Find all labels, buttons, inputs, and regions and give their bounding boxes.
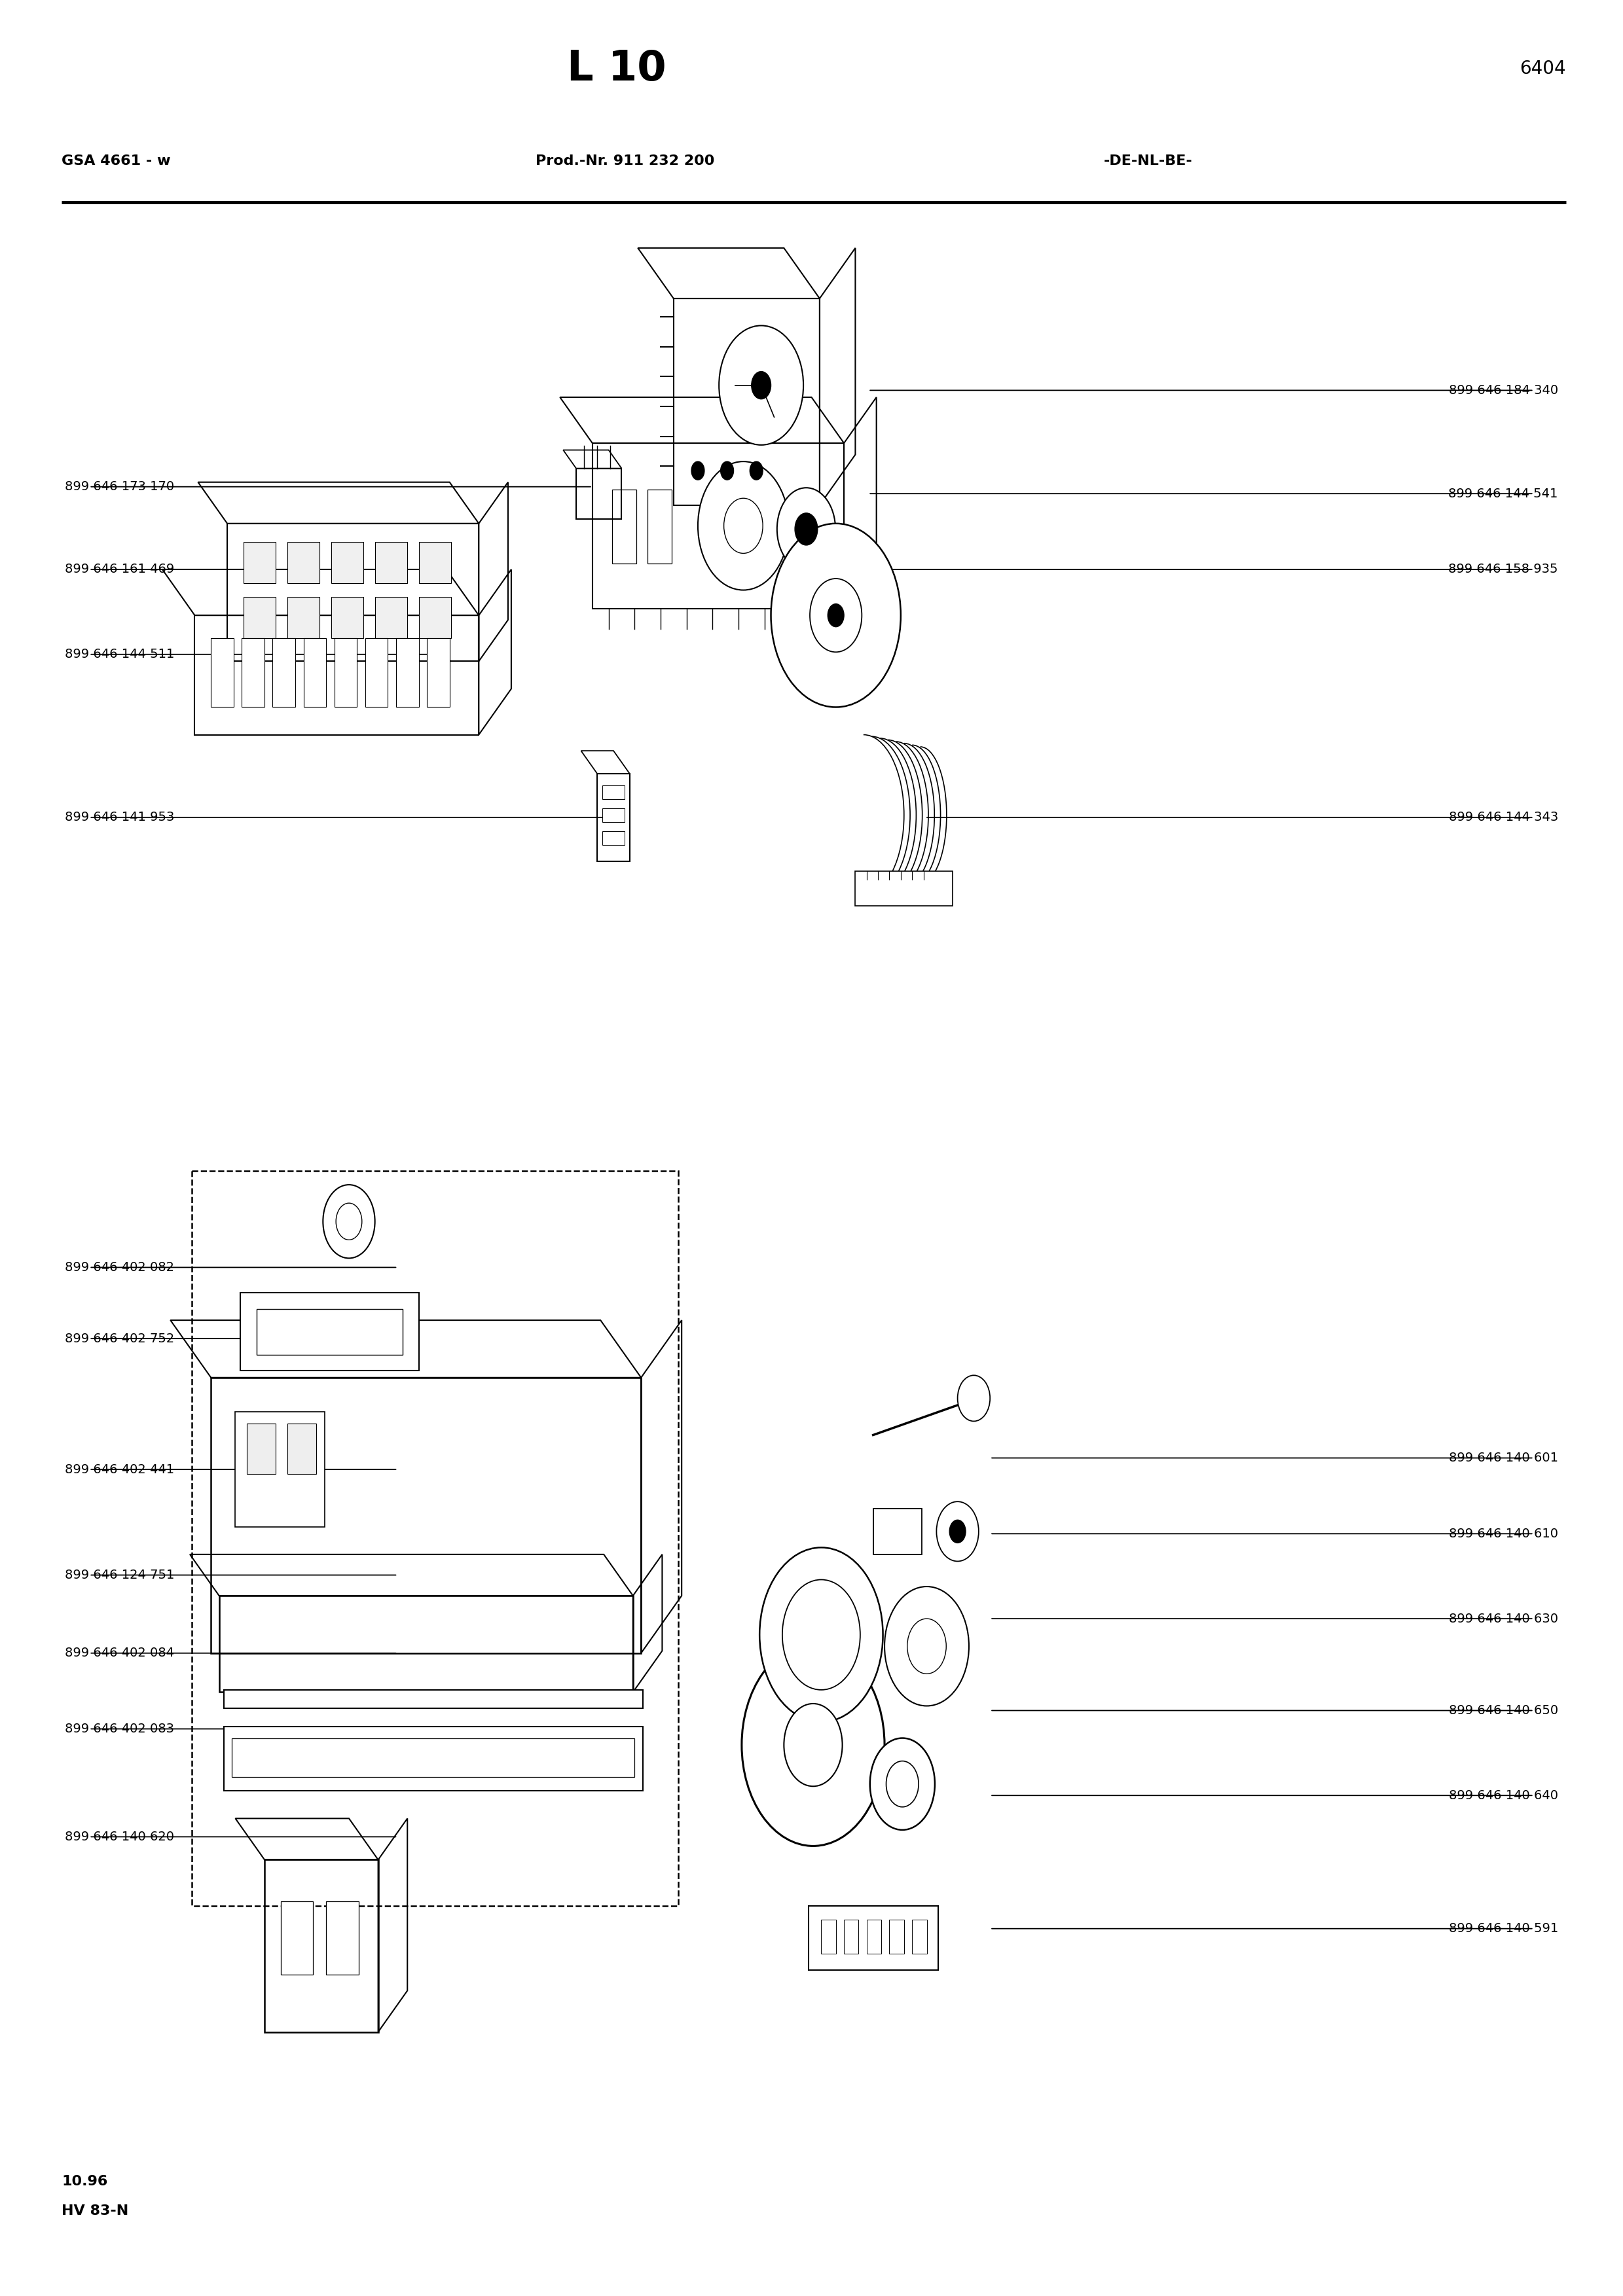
Bar [304, 638, 326, 707]
Circle shape [771, 523, 901, 707]
Text: 899 646 144 541: 899 646 144 541 [1448, 487, 1558, 501]
Bar [821, 1919, 836, 1954]
Bar [808, 1906, 938, 1970]
Bar [602, 831, 625, 845]
Circle shape [698, 461, 789, 590]
Bar [247, 1424, 276, 1474]
Circle shape [828, 604, 844, 627]
Bar [281, 1901, 313, 1975]
Bar [235, 1412, 325, 1527]
Text: 899 646 158 935: 899 646 158 935 [1448, 563, 1558, 576]
Circle shape [886, 1761, 919, 1807]
Circle shape [795, 512, 818, 544]
Bar [602, 785, 625, 799]
Circle shape [750, 461, 763, 480]
Bar [240, 1293, 419, 1371]
Bar [873, 1508, 922, 1554]
Bar [648, 489, 672, 565]
Text: L 10: L 10 [566, 48, 667, 90]
Circle shape [721, 461, 734, 480]
Circle shape [870, 1738, 935, 1830]
Circle shape [323, 1185, 375, 1258]
Circle shape [782, 1580, 860, 1690]
Circle shape [751, 372, 771, 400]
Bar [396, 638, 419, 707]
Circle shape [742, 1644, 885, 1846]
Text: 6404: 6404 [1521, 60, 1566, 78]
Bar [375, 542, 407, 583]
Circle shape [936, 1502, 979, 1561]
Circle shape [784, 1704, 842, 1786]
Text: 10.96: 10.96 [62, 2174, 107, 2188]
Text: 899 646 140 630: 899 646 140 630 [1449, 1612, 1558, 1626]
Bar [867, 1919, 881, 1954]
Text: 899 646 402 752: 899 646 402 752 [65, 1332, 174, 1345]
Bar [419, 597, 451, 638]
Bar [912, 1919, 927, 1954]
Circle shape [810, 579, 862, 652]
Circle shape [885, 1587, 969, 1706]
Bar [602, 808, 625, 822]
Circle shape [760, 1548, 883, 1722]
Text: HV 83-N: HV 83-N [62, 2204, 128, 2218]
Text: 899 646 402 084: 899 646 402 084 [65, 1646, 174, 1660]
Bar [224, 1690, 643, 1708]
Bar [419, 542, 451, 583]
Circle shape [724, 498, 763, 553]
Bar [242, 638, 265, 707]
Text: 899 646 140 601: 899 646 140 601 [1449, 1451, 1558, 1465]
Text: 899 646 140 640: 899 646 140 640 [1449, 1789, 1558, 1802]
Text: 899 646 402 082: 899 646 402 082 [65, 1261, 174, 1274]
Circle shape [777, 487, 836, 569]
Bar [331, 542, 364, 583]
Bar [232, 1738, 635, 1777]
Text: 899 646 184 340: 899 646 184 340 [1449, 383, 1558, 397]
Text: 899 646 141 953: 899 646 141 953 [65, 810, 175, 824]
Text: 899 646 161 469: 899 646 161 469 [65, 563, 174, 576]
Bar [331, 597, 364, 638]
Bar [855, 870, 953, 905]
Bar [326, 1901, 359, 1975]
Bar [365, 638, 388, 707]
Text: 899 646 140 591: 899 646 140 591 [1449, 1922, 1558, 1936]
Bar [375, 597, 407, 638]
Circle shape [336, 1203, 362, 1240]
Bar [889, 1919, 904, 1954]
Bar [334, 638, 357, 707]
Bar [243, 542, 276, 583]
Circle shape [719, 326, 803, 445]
Text: 899 646 140 650: 899 646 140 650 [1449, 1704, 1558, 1717]
Bar [211, 638, 234, 707]
Bar [256, 1309, 403, 1355]
Bar [287, 542, 320, 583]
Text: 899 646 144 343: 899 646 144 343 [1449, 810, 1558, 824]
Bar [612, 489, 636, 565]
Bar [427, 638, 450, 707]
Circle shape [907, 1619, 946, 1674]
Bar [844, 1919, 859, 1954]
Text: 899 646 402 083: 899 646 402 083 [65, 1722, 174, 1736]
Text: GSA 4661 - w: GSA 4661 - w [62, 154, 170, 168]
Text: 899 646 140 610: 899 646 140 610 [1449, 1527, 1558, 1541]
Bar [192, 1171, 678, 1906]
Text: 899 646 402 441: 899 646 402 441 [65, 1463, 174, 1476]
Text: Prod.-Nr. 911 232 200: Prod.-Nr. 911 232 200 [536, 154, 714, 168]
Bar [287, 1424, 316, 1474]
Circle shape [958, 1375, 990, 1421]
Text: 899 646 124 751: 899 646 124 751 [65, 1568, 175, 1582]
Bar [224, 1727, 643, 1791]
Circle shape [691, 461, 704, 480]
Circle shape [949, 1520, 966, 1543]
Text: 899 646 144 511: 899 646 144 511 [65, 647, 175, 661]
Text: 899 646 140 620: 899 646 140 620 [65, 1830, 174, 1844]
Text: 899 646 173 170: 899 646 173 170 [65, 480, 174, 494]
Bar [287, 597, 320, 638]
Bar [243, 597, 276, 638]
Text: -DE-NL-BE-: -DE-NL-BE- [1104, 154, 1193, 168]
Bar [273, 638, 295, 707]
